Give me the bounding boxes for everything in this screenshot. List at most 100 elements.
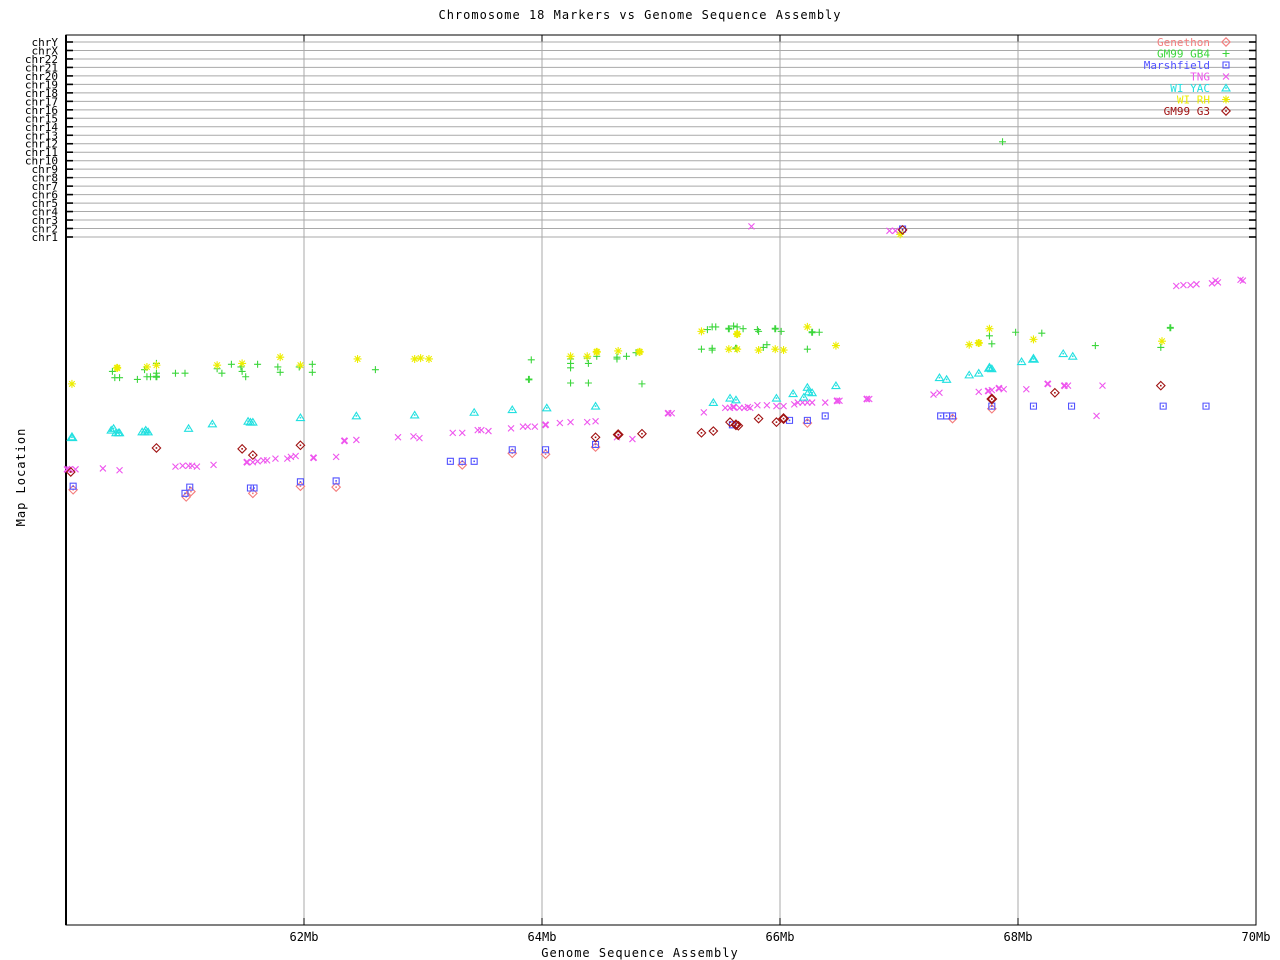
data-point-tng	[988, 386, 996, 394]
data-point-gm99-g3	[612, 429, 624, 441]
data-point-marshfield	[181, 489, 189, 497]
data-point-wi-rh	[733, 330, 742, 339]
data-point-marshfield	[69, 482, 77, 490]
data-point-gm99-gb4	[763, 341, 771, 349]
data-point-wi-rh	[213, 361, 222, 370]
data-point-wi-yac	[247, 417, 258, 426]
y-axis-chromosome-label: chr13	[25, 129, 58, 142]
data-point-tng	[1208, 279, 1216, 287]
data-point-marshfield	[508, 446, 516, 454]
data-point-wi-yac	[788, 389, 799, 398]
data-point-tng	[283, 455, 291, 463]
data-point-tng	[507, 424, 515, 432]
data-point-marshfield	[470, 457, 478, 465]
data-point-gm99-gb4	[227, 360, 235, 368]
data-point-gm99-gb4	[1157, 343, 1165, 351]
data-point-gm99-g3	[778, 413, 790, 425]
data-point-gm99-g3	[295, 440, 306, 451]
data-point-wi-yac	[986, 364, 997, 373]
data-point-gm99-gb4	[638, 380, 646, 388]
legend-marker-marshfield	[1222, 61, 1230, 69]
data-point-gm99-gb4	[771, 325, 779, 333]
data-point-gm99-gb4	[622, 352, 630, 360]
data-point-gm99-gb4	[308, 360, 316, 368]
data-point-tng	[975, 388, 983, 396]
data-point-marshfield	[1159, 402, 1167, 410]
data-point-gm99-gb4	[567, 379, 575, 387]
data-point-gm99-gb4	[527, 356, 535, 364]
data-point-wi-rh	[583, 352, 592, 361]
data-point-tng	[1064, 382, 1072, 390]
data-point-wi-rh	[296, 361, 305, 370]
data-point-wi-rh	[142, 362, 151, 371]
data-point-wi-rh	[724, 345, 733, 354]
data-point-wi-rh	[614, 346, 623, 355]
data-point-gm99-g3	[1155, 380, 1166, 391]
legend-marker-gm99-g3	[1221, 106, 1231, 116]
data-point-tng	[1022, 385, 1030, 393]
plot-border	[65, 34, 1257, 926]
data-point-tng	[449, 429, 457, 437]
data-point-wi-yac	[207, 419, 218, 428]
y-axis-chromosome-label: chr8	[32, 172, 59, 185]
series-tng	[63, 222, 1247, 474]
x-tick-label: 70Mb	[1242, 930, 1271, 944]
data-point-marshfield	[937, 412, 945, 420]
data-point-wi-yac	[295, 413, 306, 422]
data-point-wi-rh	[566, 352, 575, 361]
y-axis-chromosome-label: chr17	[25, 95, 58, 108]
data-point-gm99-gb4	[988, 340, 996, 348]
data-point-gm99-gb4	[308, 368, 316, 376]
data-point-tng	[773, 402, 780, 410]
data-point-tng	[567, 418, 574, 426]
data-point-tng	[531, 423, 539, 430]
data-point-wi-rh	[754, 346, 763, 355]
data-point-wi-yac	[830, 381, 841, 390]
y-axis-chromosome-label: chr1	[32, 231, 59, 244]
data-point-tng	[836, 397, 843, 405]
data-point-wi-yac	[964, 370, 975, 379]
legend-label-wi-rh: WI RH	[1177, 94, 1210, 107]
data-point-wi-rh	[113, 363, 122, 372]
legend-label-marshfield: Marshfield	[1144, 59, 1210, 72]
data-point-wi-yac	[541, 403, 552, 412]
data-point-gm99-gb4	[708, 346, 716, 354]
data-point-gm99-gb4	[218, 369, 226, 377]
data-point-tng	[524, 423, 532, 430]
data-point-marshfield	[250, 484, 258, 492]
data-point-gm99-gb4	[803, 345, 811, 353]
data-point-wi-yac	[1027, 353, 1040, 363]
series-wi-rh	[67, 230, 1166, 388]
data-point-tng	[780, 402, 787, 410]
y-axis-chromosome-label: chr16	[25, 104, 58, 117]
data-point-tng	[700, 408, 708, 416]
data-point-tng	[309, 454, 318, 462]
legend-label-genethon: Genethon	[1157, 36, 1210, 49]
data-point-wi-yac	[807, 388, 818, 397]
data-point-tng	[416, 434, 423, 442]
data-point-tng	[1214, 279, 1222, 286]
data-point-wi-rh	[592, 347, 601, 356]
y-axis-chromosome-label: chr21	[25, 61, 58, 74]
data-point-tng	[763, 401, 771, 409]
data-point-marshfield	[296, 478, 304, 486]
data-point-gm99-g3	[1049, 387, 1060, 398]
data-point-tng	[1044, 380, 1052, 388]
data-point-wi-rh	[416, 354, 425, 363]
data-point-marshfield	[821, 412, 829, 420]
data-point-gm99-gb4	[181, 369, 189, 377]
data-point-tng	[193, 463, 201, 471]
data-point-gm99-g3	[897, 224, 908, 235]
data-point-genethon	[331, 482, 342, 493]
data-point-tng	[72, 465, 79, 473]
data-point-wi-yac	[66, 431, 78, 442]
x-tick-label: 68Mb	[1004, 930, 1033, 944]
data-point-gm99-gb4	[697, 345, 705, 353]
data-point-gm99-g3	[151, 442, 162, 453]
data-point-gm99-g3	[65, 467, 76, 477]
data-point-tng	[63, 465, 71, 473]
data-point-wi-yac	[803, 387, 814, 396]
data-point-tng	[272, 455, 279, 463]
